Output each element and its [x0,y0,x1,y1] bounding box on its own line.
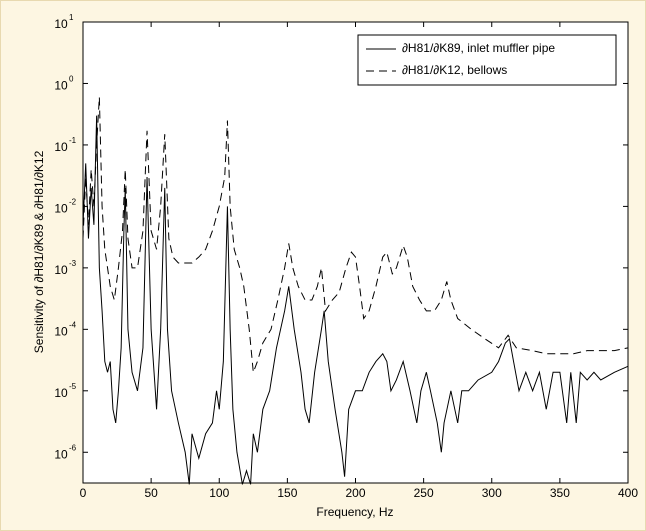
x-tick-label: 350 [550,486,570,500]
y-axis-label: Sensitivity of ∂H81/∂K89 & ∂H81/∂K12 [32,150,46,353]
plot-area [83,22,628,483]
y-tick-exponent: -5 [69,382,77,391]
x-tick-label: 100 [209,486,229,500]
data-line [82,97,629,373]
x-tick-label: 150 [277,486,297,500]
y-tick-label: 10 [54,79,68,93]
legend-label: ∂H81/∂K89, inlet muffler pipe [402,41,555,55]
y-tick-exponent: -4 [69,320,77,329]
y-tick-label: 10 [54,386,68,400]
y-tick-label: 10 [54,325,68,339]
y-tick-label: 10 [54,140,68,154]
x-tick-label: 250 [414,486,434,500]
x-tick-label: 300 [482,486,502,500]
y-tick-label: 10 [54,17,68,31]
y-tick-label: 10 [54,202,68,216]
x-tick-label: 200 [345,486,365,500]
x-tick-label: 50 [144,486,158,500]
y-tick-exponent: 0 [69,75,74,84]
y-tick-exponent: -3 [69,259,77,268]
y-tick-exponent: 1 [69,13,74,22]
plot-frame [82,21,629,484]
y-tick-label: 10 [54,447,68,461]
y-tick-exponent: -1 [69,136,77,145]
y-tick-exponent: -2 [69,198,77,207]
data-line [82,115,629,485]
legend-label: ∂H81/∂K12, bellows [402,63,507,77]
x-tick-label: 0 [80,486,87,500]
legend-box [357,34,617,86]
x-tick-label: 400 [618,486,638,500]
y-tick-label: 10 [54,263,68,277]
y-tick-exponent: -6 [69,443,77,452]
x-axis-label: Frequency, Hz [316,505,393,519]
